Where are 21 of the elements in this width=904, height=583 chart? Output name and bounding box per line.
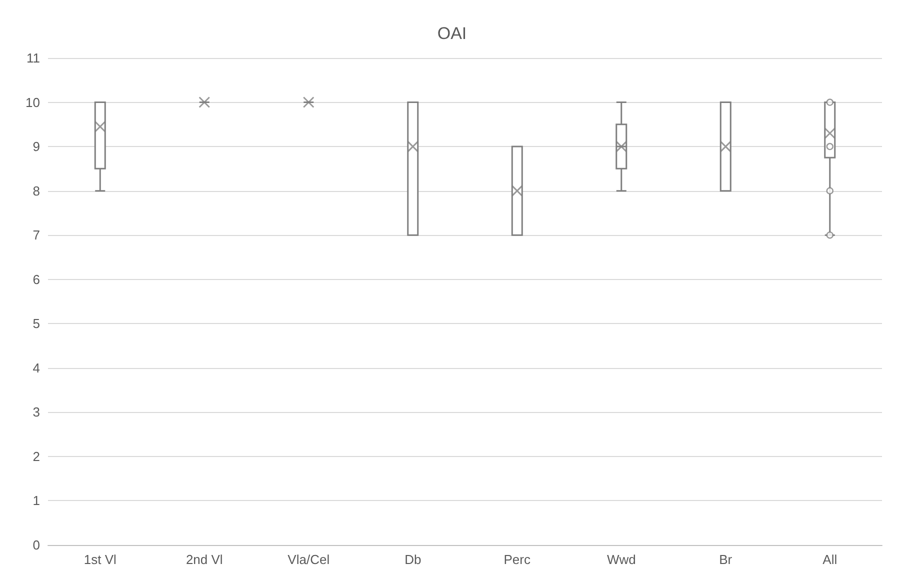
x-tick-label: Db — [404, 552, 422, 567]
y-tick-label: 5 — [32, 316, 40, 332]
y-tick-label: 0 — [32, 538, 40, 552]
y-tick-label: 1 — [32, 493, 40, 508]
y-tick-label: 10 — [26, 94, 40, 110]
x-tick-label: Perc — [504, 552, 531, 567]
x-tick-label: Wwd — [606, 552, 636, 567]
x-tick-label: 2nd Vl — [186, 552, 223, 567]
x-tick-label: 1st Vl — [84, 552, 116, 567]
x-tick-label: All — [822, 552, 838, 567]
x-tick-label: Vla/Cel — [288, 552, 330, 567]
y-tick-label: 9 — [32, 139, 40, 154]
y-tick-label: 7 — [32, 228, 40, 243]
chart-title: OAI — [437, 24, 467, 43]
y-tick-label: 11 — [26, 50, 40, 66]
y-tick-label: 2 — [32, 448, 40, 464]
y-tick-label: 3 — [32, 404, 40, 420]
y-tick-label: 6 — [32, 272, 40, 287]
y-tick-label: 8 — [32, 183, 40, 198]
y-tick-label: 4 — [32, 360, 40, 376]
x-tick-label: Br — [719, 552, 733, 567]
